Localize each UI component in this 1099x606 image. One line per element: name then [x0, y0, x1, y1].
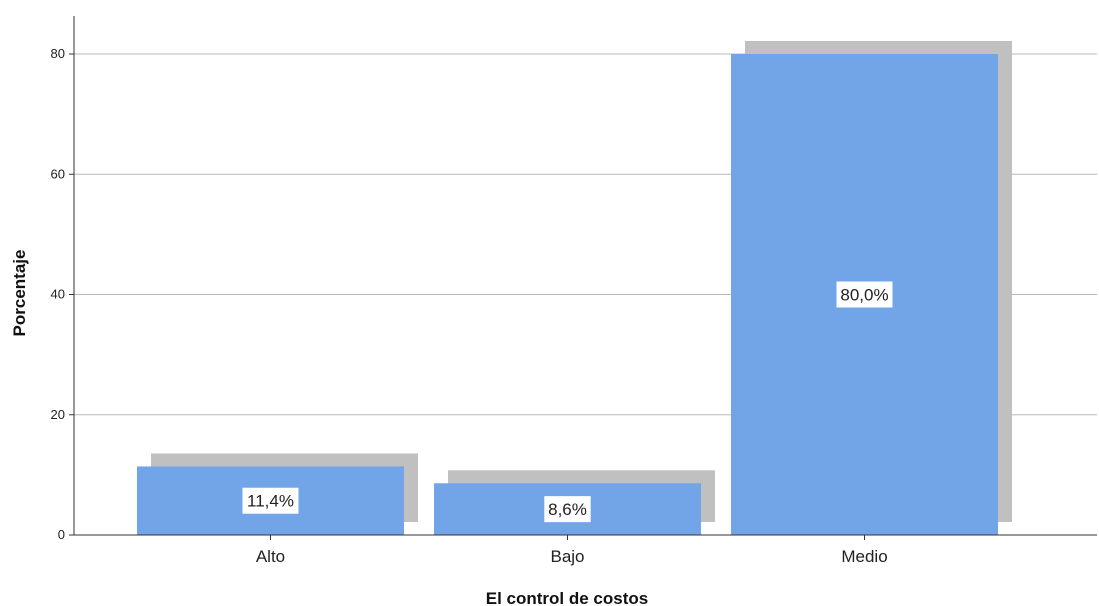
y-tick-label: 80: [51, 46, 65, 61]
data-label-box: [242, 487, 299, 514]
data-label: 80,0%: [840, 286, 888, 305]
x-axis-title: El control de costos: [486, 589, 648, 606]
x-tick-labels: Alto Bajo Medio: [256, 535, 888, 566]
y-tick-labels: 0 20 40 60 80: [51, 46, 74, 542]
y-tick-label: 60: [51, 166, 65, 181]
y-tick-label: 40: [51, 287, 65, 302]
x-tick-label: Bajo: [550, 547, 584, 566]
data-label-box: [836, 281, 893, 308]
data-label-box: [544, 496, 591, 523]
y-tick-label: 20: [51, 407, 65, 422]
data-label: 8,6%: [548, 500, 587, 519]
y-axis-title: Porcentaje: [10, 250, 29, 337]
data-labels: 11,4% 8,6% 80,0%: [242, 281, 893, 523]
x-tick-label: Medio: [841, 547, 887, 566]
data-label: 11,4%: [247, 492, 294, 511]
x-tick-label: Alto: [256, 547, 285, 566]
y-tick-label: 0: [58, 527, 65, 542]
